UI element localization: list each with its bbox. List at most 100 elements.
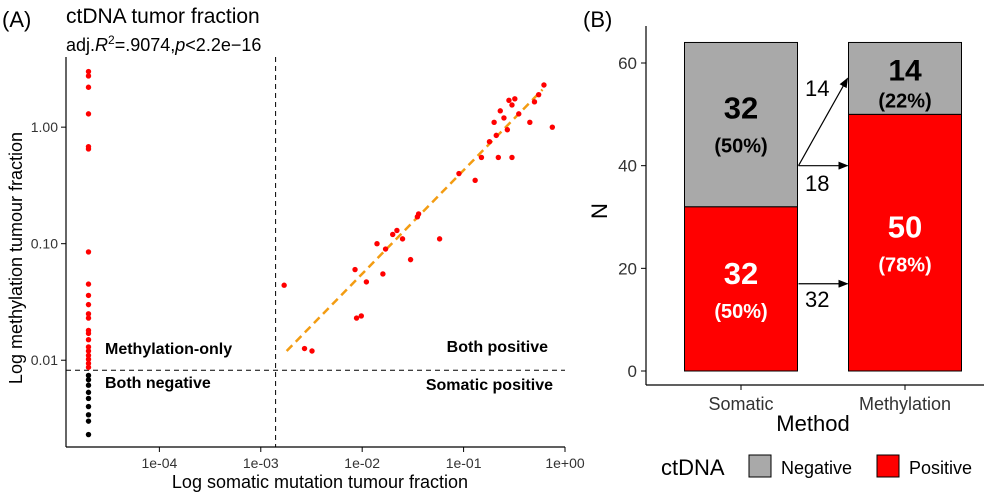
positive-point bbox=[509, 154, 515, 161]
subtitle-pval: <2.2e−16 bbox=[185, 35, 261, 55]
legend: ctDNA Negative Positive bbox=[661, 454, 972, 480]
positive-point bbox=[363, 279, 370, 285]
quadrant-label-methylation-only: Methylation-only bbox=[105, 341, 232, 358]
y-tick-label: 0.01 bbox=[31, 352, 58, 368]
positive-point bbox=[85, 292, 92, 299]
positive-point bbox=[85, 249, 92, 255]
positive-point bbox=[472, 177, 478, 183]
panel-a-y-axis-label: Log methylation tumour fraction bbox=[6, 132, 26, 384]
positive-point bbox=[535, 91, 542, 98]
positive-point bbox=[85, 348, 92, 354]
positive-point bbox=[390, 231, 396, 238]
positive-point bbox=[85, 146, 92, 152]
legend-title: ctDNA bbox=[661, 455, 725, 480]
panel-b-y-axis-label: N bbox=[587, 203, 612, 219]
transition-label: 14 bbox=[805, 76, 829, 101]
transition-arrow bbox=[797, 77, 849, 166]
bar-percent-negative: (22%) bbox=[878, 90, 931, 112]
positive-point bbox=[85, 73, 92, 79]
positive-point bbox=[85, 281, 92, 287]
bar-value-positive: 50 bbox=[888, 210, 922, 245]
y-tick-label: 40 bbox=[618, 157, 637, 176]
positive-point bbox=[399, 236, 406, 242]
positive-point bbox=[85, 344, 92, 350]
negative-point bbox=[85, 431, 92, 438]
negative-point bbox=[85, 403, 92, 410]
bar-percent-positive: (50%) bbox=[714, 301, 767, 323]
panel-a-plot: 1e-04 1e-03 1e-02 1e-01 1e+00 0.01 0.10 1.00 bbox=[31, 57, 585, 471]
positive-point bbox=[380, 271, 386, 277]
positive-point bbox=[501, 115, 507, 121]
panel-a-title: ctDNA tumor fraction bbox=[66, 5, 260, 28]
positive-point bbox=[436, 236, 443, 242]
positive-point bbox=[85, 111, 92, 117]
positive-point bbox=[478, 154, 485, 161]
positive-point bbox=[85, 364, 92, 370]
negative-point bbox=[85, 377, 92, 383]
panel-a-subtitle: adj.R2=.9074,p<2.2e−16 bbox=[66, 33, 261, 55]
negative-point bbox=[85, 395, 92, 402]
positive-point bbox=[394, 227, 400, 234]
positive-point bbox=[85, 330, 92, 337]
subtitle-p: p bbox=[174, 35, 185, 55]
bar-positive bbox=[684, 206, 798, 372]
positive-point bbox=[85, 311, 92, 317]
positive-point bbox=[281, 282, 287, 288]
y-tick-label: 20 bbox=[618, 259, 637, 278]
positive-point bbox=[85, 336, 92, 343]
positive-point bbox=[504, 127, 511, 133]
positive-point bbox=[353, 315, 360, 321]
positive-point bbox=[407, 256, 414, 263]
positive-point bbox=[85, 301, 92, 308]
regression-fit-line bbox=[285, 88, 544, 352]
subtitle-sup: 2 bbox=[108, 33, 115, 47]
positive-point bbox=[516, 111, 522, 117]
legend-entry-positive: Positive bbox=[909, 458, 972, 478]
positive-point bbox=[497, 108, 503, 114]
positive-point bbox=[493, 132, 499, 139]
bar-value-negative: 32 bbox=[724, 91, 758, 126]
transition-label: 18 bbox=[805, 171, 829, 196]
positive-point bbox=[85, 84, 92, 90]
quadrant-label-both-negative: Both negative bbox=[105, 375, 211, 392]
x-tick-label: 1e+00 bbox=[545, 455, 585, 471]
positive-point bbox=[512, 96, 518, 102]
positive-point bbox=[415, 211, 422, 217]
x-tick-label: 1e-02 bbox=[344, 455, 380, 471]
x-tick-label: Somatic bbox=[708, 394, 773, 414]
positive-point bbox=[85, 360, 92, 367]
x-tick-label: 1e-01 bbox=[446, 455, 482, 471]
positive-point bbox=[301, 345, 308, 352]
x-tick-label: 1e-03 bbox=[243, 455, 279, 471]
panel-b-x-axis-label: Method bbox=[776, 411, 849, 436]
x-tick-label: 1e-04 bbox=[141, 455, 177, 471]
bar-percent-positive: (78%) bbox=[878, 255, 931, 277]
positive-point bbox=[549, 124, 556, 130]
positive-point bbox=[495, 154, 502, 161]
positive-point bbox=[456, 170, 462, 177]
positive-point bbox=[85, 352, 92, 359]
positive-point bbox=[374, 240, 380, 247]
negative-point bbox=[85, 382, 92, 388]
transition-label: 32 bbox=[805, 287, 829, 312]
positive-point bbox=[506, 97, 512, 104]
subtitle-prefix: adj. bbox=[66, 35, 95, 55]
y-tick-label: 0.10 bbox=[31, 236, 58, 252]
legend-entry-negative: Negative bbox=[781, 458, 852, 478]
subtitle-stat: =.9074, bbox=[115, 35, 176, 55]
y-tick-label: 0 bbox=[628, 362, 637, 381]
bar-negative bbox=[848, 41, 962, 115]
negative-point bbox=[85, 412, 92, 418]
positive-point bbox=[527, 119, 533, 126]
panel-a-x-axis-label: Log somatic mutation tumour fraction bbox=[172, 472, 468, 492]
positive-point bbox=[85, 68, 92, 75]
negative-point bbox=[85, 372, 92, 379]
quadrant-label-somatic-positive: Somatic positive bbox=[426, 377, 553, 394]
y-tick-label: 60 bbox=[618, 54, 637, 73]
positive-point bbox=[382, 246, 389, 252]
positive-point bbox=[541, 82, 547, 88]
positive-point bbox=[486, 139, 493, 145]
quadrant-label-both-positive: Both positive bbox=[447, 339, 548, 356]
positive-point bbox=[85, 315, 92, 321]
positive-point bbox=[509, 102, 515, 108]
